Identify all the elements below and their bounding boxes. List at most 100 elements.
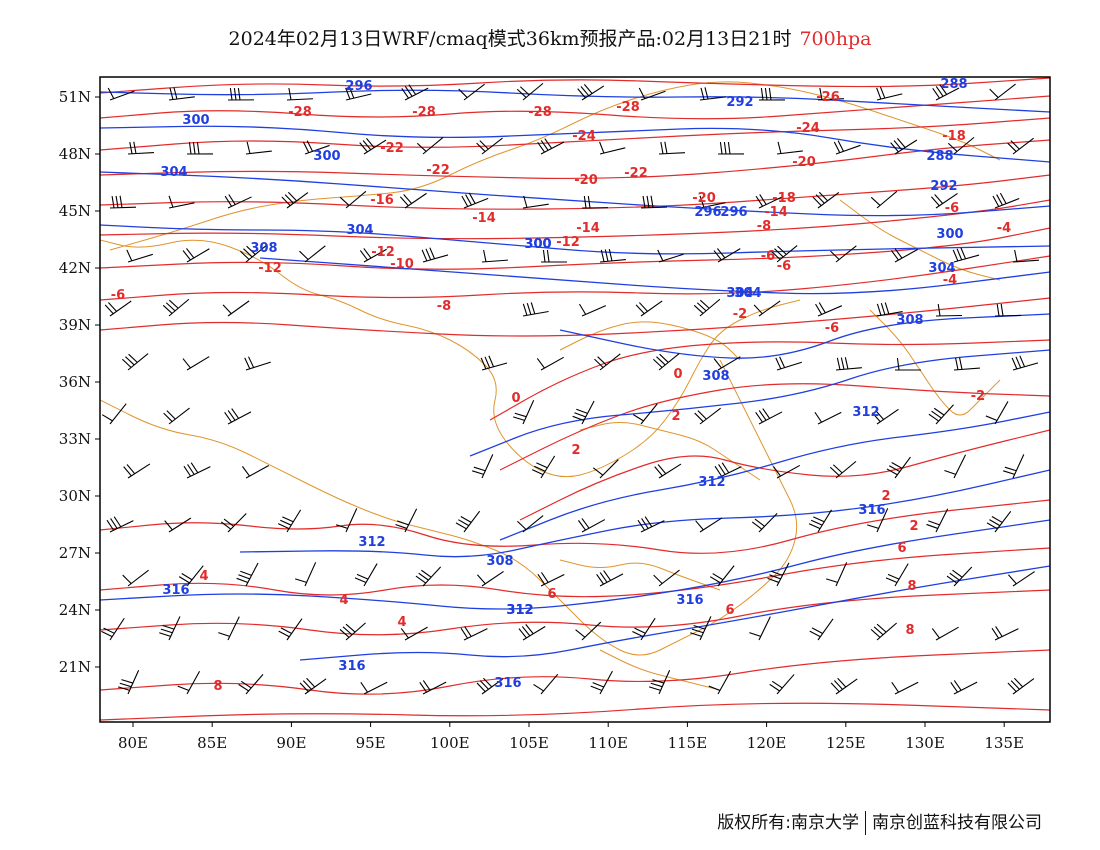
isoheight-label: 316 xyxy=(162,583,189,598)
wind-barb xyxy=(236,562,259,587)
wind-barb xyxy=(359,248,387,263)
isoheight-label: 312 xyxy=(358,535,385,550)
wind-barb xyxy=(299,677,327,695)
wind-barb xyxy=(695,517,723,533)
wind-barb xyxy=(648,670,671,695)
isoheight-label: 296 xyxy=(694,205,721,220)
isotherm-label: -24 xyxy=(796,121,820,136)
wind-barb xyxy=(540,250,568,263)
wind-barb xyxy=(635,300,663,317)
copyright-left: 版权所有:南京大学 xyxy=(717,813,859,833)
isotherm-label: -18 xyxy=(942,129,966,144)
wind-barb xyxy=(277,509,302,533)
wind-barb xyxy=(164,517,192,533)
isotherm-label: -28 xyxy=(412,105,436,120)
wind-barb xyxy=(579,303,607,317)
wind-barb xyxy=(294,562,317,587)
isotherm-label: -2 xyxy=(971,389,985,404)
wind-barb xyxy=(455,510,481,533)
lat-tick-label: 51N xyxy=(59,88,91,106)
isotherm-line xyxy=(100,499,1050,554)
isoheight-label: 300 xyxy=(313,149,340,164)
wind-barb xyxy=(599,141,626,155)
wind-barb xyxy=(245,141,272,155)
wind-barb xyxy=(302,140,330,155)
wind-barbs xyxy=(101,82,1039,695)
wind-barb xyxy=(946,566,973,587)
isotherm-label: -28 xyxy=(616,100,640,115)
isoheight-label: 300 xyxy=(524,237,551,252)
isoheight-line xyxy=(100,89,1050,113)
wind-barb xyxy=(537,138,565,155)
wind-barb xyxy=(512,400,535,425)
wind-barb xyxy=(932,84,960,101)
wind-barb xyxy=(238,673,264,695)
wind-barb xyxy=(476,571,504,587)
wind-barb xyxy=(1007,677,1035,695)
wind-barb xyxy=(991,626,1019,641)
wind-barb xyxy=(776,141,803,155)
wind-barb xyxy=(886,456,911,479)
wind-barb xyxy=(299,245,326,263)
wind-barb xyxy=(953,357,980,371)
wind-barb xyxy=(339,622,366,641)
wind-barb xyxy=(101,617,125,641)
wind-barb xyxy=(416,136,444,155)
wind-barb xyxy=(481,249,508,263)
isotherm-label: -28 xyxy=(528,105,552,120)
wind-barb xyxy=(578,518,606,533)
isotherm-label: -28 xyxy=(288,105,312,120)
wind-barb xyxy=(653,353,680,371)
isoheight-label: 304 xyxy=(734,286,761,301)
wind-barb xyxy=(830,677,858,695)
wind-barb xyxy=(354,563,378,587)
boundary-line xyxy=(100,359,798,656)
wind-barb xyxy=(931,626,959,641)
isotherm-label: 2 xyxy=(909,519,918,534)
wind-barb xyxy=(758,87,786,101)
isoheight-label: 312 xyxy=(506,603,533,618)
isotherm-label: -16 xyxy=(370,193,394,208)
boundary-line xyxy=(599,649,721,691)
isoheight-line xyxy=(299,565,1050,661)
wind-barb xyxy=(890,137,918,155)
isotherm-label: -6 xyxy=(825,321,839,336)
lat-tick-label: 45N xyxy=(59,202,91,220)
boundary-line xyxy=(559,559,721,591)
wind-barb xyxy=(876,86,903,101)
isoheight-line xyxy=(100,519,1050,610)
isotherm-label: -24 xyxy=(572,129,596,144)
wind-barb xyxy=(640,195,668,209)
isoheight-label: 316 xyxy=(494,676,521,691)
wind-barb xyxy=(126,249,153,263)
wind-barb xyxy=(926,508,949,533)
wind-barb xyxy=(885,563,909,587)
wind-barb xyxy=(596,570,624,587)
wind-barb xyxy=(833,140,861,155)
wind-barb xyxy=(714,462,742,479)
wind-barb xyxy=(592,459,619,479)
wind-barb xyxy=(767,562,790,587)
isotherm-label: -12 xyxy=(556,235,580,250)
isotherm-label: -2 xyxy=(733,307,747,322)
wind-barb xyxy=(867,508,889,533)
isoheight-label: 316 xyxy=(676,593,703,608)
isotherm-line xyxy=(100,174,1050,210)
wind-barb xyxy=(876,302,903,317)
wind-barb xyxy=(278,618,303,641)
wind-barb xyxy=(713,356,741,371)
boundary-line xyxy=(869,309,1001,416)
wind-barb xyxy=(1011,355,1039,371)
wind-barb xyxy=(1008,571,1035,587)
wind-barb xyxy=(825,562,848,587)
wind-barb xyxy=(708,671,732,695)
isotherm-label: 2 xyxy=(881,489,890,504)
wind-barb xyxy=(755,408,783,425)
lon-tick-label: 100E xyxy=(430,734,470,752)
isotherm-label: -4 xyxy=(943,273,957,288)
wind-barb xyxy=(690,616,712,641)
isoheight-label: 304 xyxy=(726,286,753,301)
wind-barb xyxy=(178,565,204,587)
